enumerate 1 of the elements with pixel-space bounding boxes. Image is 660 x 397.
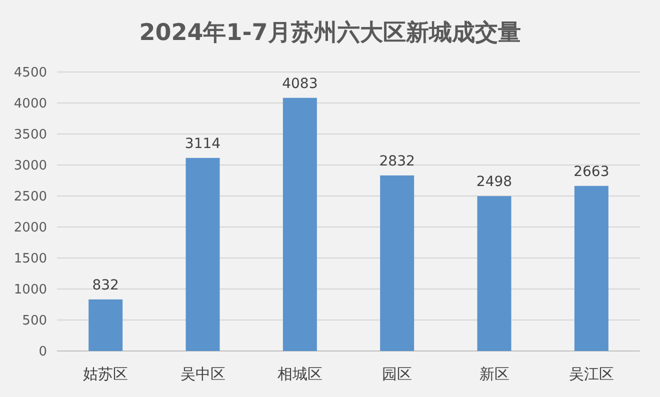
title: 2024年1-7月苏州六大区新城成交量 bbox=[139, 20, 521, 46]
